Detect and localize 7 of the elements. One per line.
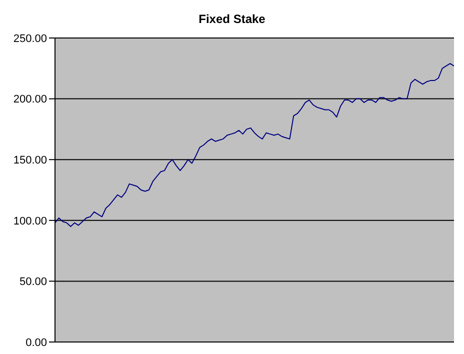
chart-title: Fixed Stake (198, 11, 266, 28)
y-tick-label: 100.00 (13, 215, 47, 228)
y-tick-label: 200.00 (13, 94, 47, 106)
y-tick-label: 250.00 (13, 32, 47, 45)
y-tick-label: 50.00 (19, 276, 47, 288)
y-tick-label: 150.00 (13, 154, 47, 167)
y-tick-label: 0.00 (26, 336, 47, 349)
